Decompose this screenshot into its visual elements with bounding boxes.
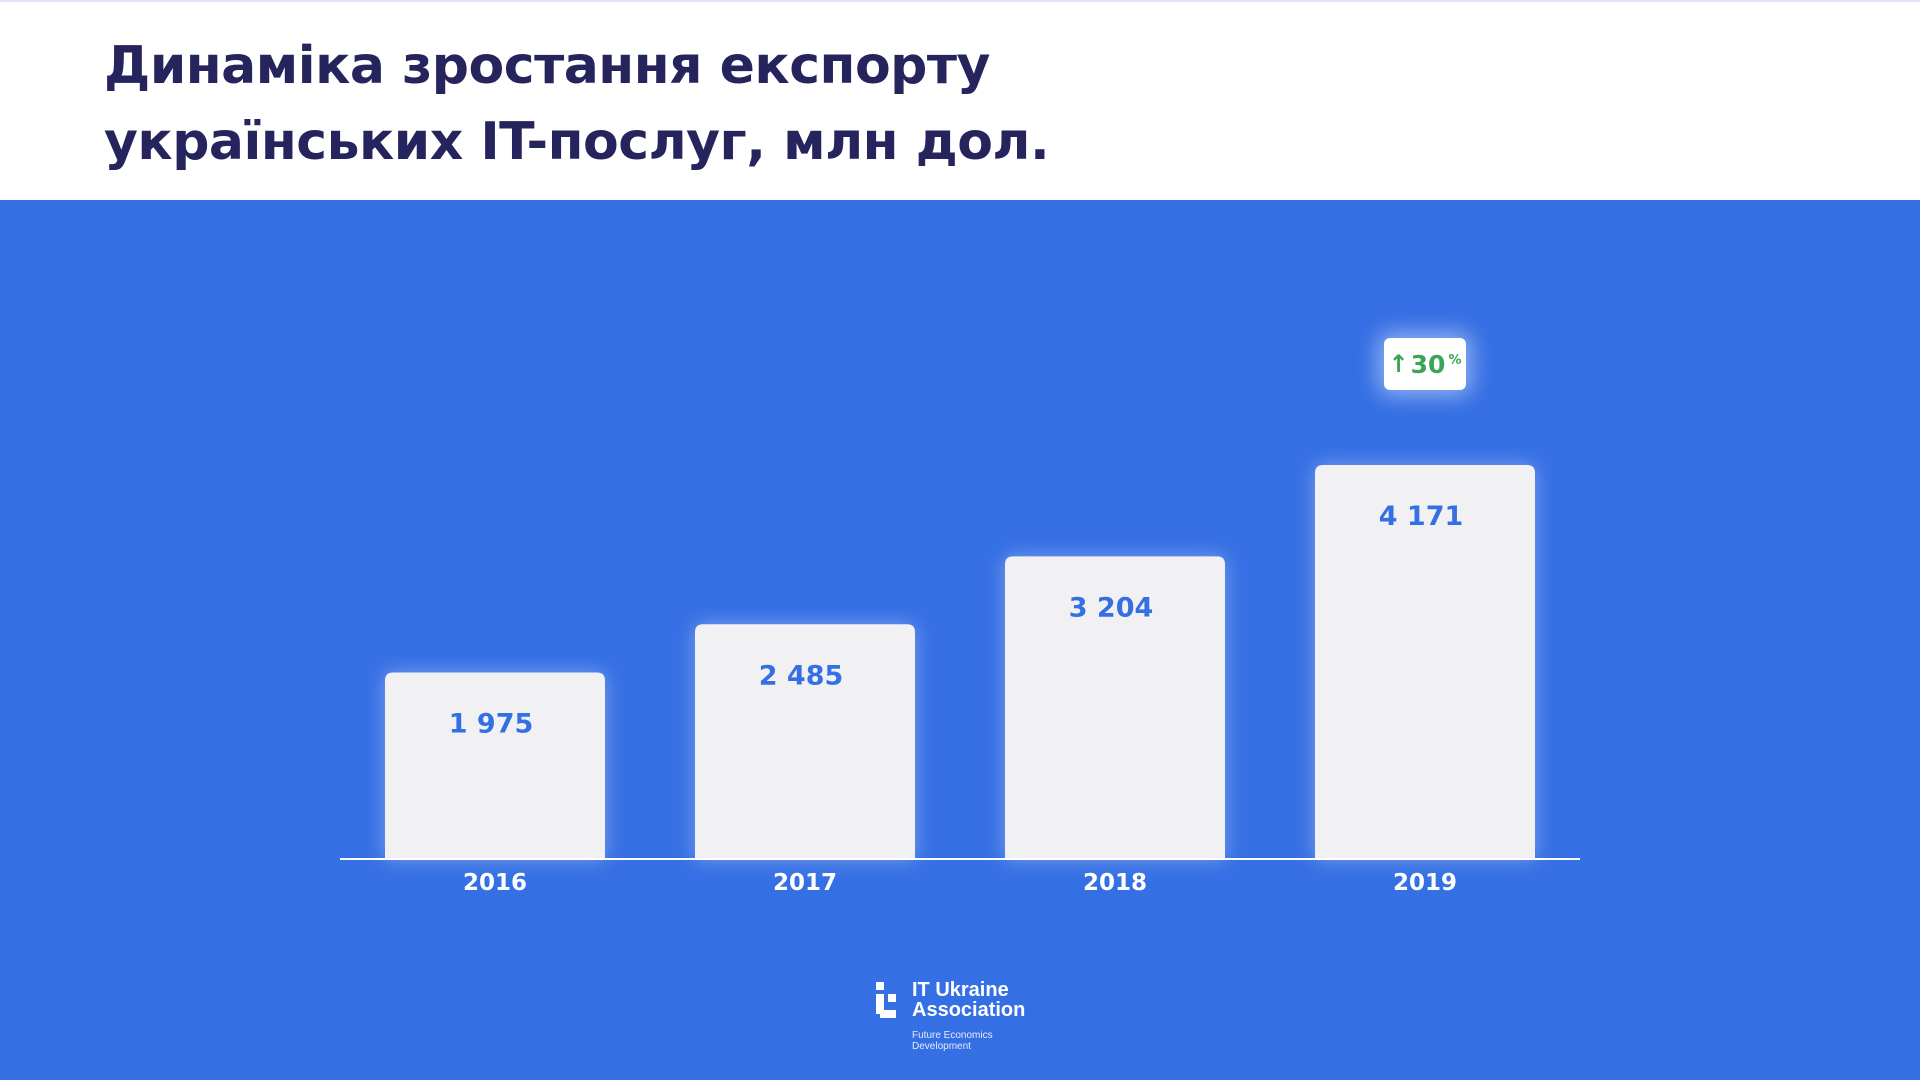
page-title-line-2: українських IT-послуг, млн дол.	[104, 112, 1050, 172]
logo-tagline: Future Economics Development	[912, 1030, 993, 1052]
bar-2016	[385, 672, 605, 859]
x-tick-label-2016: 2016	[463, 870, 527, 896]
bar-value-label-2017: 2 485	[759, 660, 844, 691]
bar-value-label-2018: 3 204	[1069, 592, 1154, 623]
up-arrow-icon: ↑	[1388, 350, 1409, 378]
growth-value: 30	[1410, 349, 1446, 379]
logo-name-line-2: Association	[912, 999, 1026, 1021]
bar-2019	[1315, 465, 1535, 859]
labels-group: 1 975 2016 2 485 2017 3 204 2018 4 171 2019	[449, 501, 1464, 896]
page-title: Динаміка зростання експорту українських …	[104, 28, 1050, 180]
bar-value-label-2016: 1 975	[449, 708, 534, 739]
logo-name-line-1: IT Ukraine	[912, 979, 1009, 1001]
it-ukraine-association-logo: IT Ukraine Association Future Economics …	[874, 980, 1054, 1054]
logo-tagline-line-2: Development	[912, 1041, 971, 1052]
bar-2017	[695, 624, 915, 859]
it-ukraine-association-logo-icon	[876, 982, 896, 1018]
chart-panel	[0, 200, 1920, 1080]
logo-tagline-line-1: Future Economics	[912, 1030, 993, 1041]
logo-name: IT Ukraine Association	[912, 980, 1025, 1020]
x-tick-label-2018: 2018	[1083, 870, 1147, 896]
x-tick-label-2017: 2017	[773, 870, 837, 896]
bars-group	[385, 465, 1535, 859]
header-top-line	[0, 0, 1920, 2]
growth-unit: %	[1448, 352, 1462, 368]
x-tick-label-2019: 2019	[1393, 870, 1457, 896]
header: Динаміка зростання експорту українських …	[0, 0, 1920, 200]
growth-badge: ↑ 30 %	[1384, 338, 1466, 390]
bar-2018	[1005, 556, 1225, 859]
bar-value-label-2019: 4 171	[1379, 501, 1464, 532]
page-title-line-1: Динаміка зростання експорту	[104, 36, 990, 96]
